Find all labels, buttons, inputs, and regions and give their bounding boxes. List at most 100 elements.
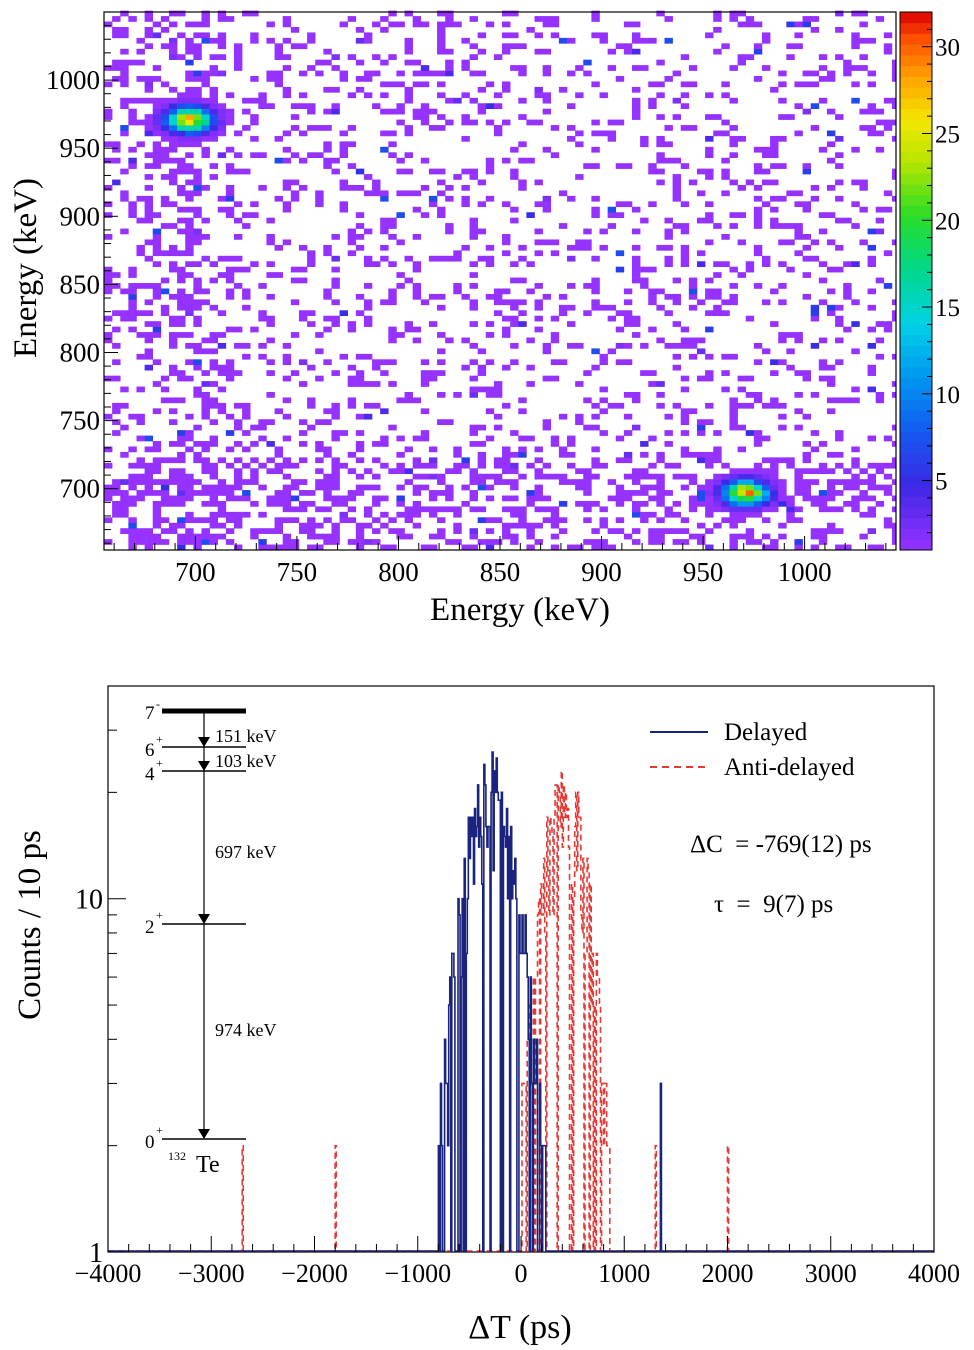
heatmap-cell bbox=[583, 506, 592, 513]
heatmap-cell bbox=[843, 397, 852, 404]
heatmap-cell bbox=[323, 86, 332, 93]
heatmap-cell bbox=[160, 288, 170, 295]
heatmap-cell bbox=[185, 125, 194, 131]
heatmap-cell bbox=[599, 397, 608, 404]
heatmap-cell bbox=[209, 490, 219, 496]
heatmap-cell bbox=[250, 152, 259, 159]
heatmap-cell bbox=[794, 392, 803, 398]
heatmap-cell bbox=[225, 195, 235, 202]
heatmap-cell bbox=[112, 157, 121, 164]
heatmap-cell bbox=[729, 179, 738, 186]
heatmap-cell bbox=[778, 283, 787, 289]
heatmap-cell bbox=[883, 517, 893, 524]
heatmap-cell bbox=[404, 255, 413, 262]
heatmap-cell bbox=[225, 446, 235, 453]
heatmap-cell bbox=[485, 332, 495, 338]
heatmap-cell bbox=[607, 348, 617, 355]
heatmap-cell bbox=[810, 103, 820, 110]
heatmap-cell bbox=[729, 152, 738, 159]
heatmap-cell bbox=[891, 299, 897, 306]
heatmap-cell bbox=[242, 353, 251, 360]
heatmap-cell bbox=[493, 299, 503, 306]
heatmap-cell bbox=[737, 424, 747, 431]
heatmap-cell bbox=[753, 184, 763, 191]
heatmap-cell bbox=[599, 244, 608, 251]
heatmap-cell bbox=[469, 223, 478, 229]
colorbar-band bbox=[900, 388, 932, 400]
heatmap-cell bbox=[485, 255, 495, 262]
heatmap-cell bbox=[315, 446, 324, 453]
heatmap-cell bbox=[664, 490, 673, 496]
heatmap-cell bbox=[802, 70, 811, 77]
heatmap-cell bbox=[144, 206, 154, 213]
heatmap-cell bbox=[591, 119, 600, 126]
heatmap-cell bbox=[120, 168, 129, 175]
heatmap-cell bbox=[282, 201, 292, 208]
heatmap-cell bbox=[672, 190, 682, 197]
heatmap-cell bbox=[591, 299, 600, 306]
heatmap-cell bbox=[282, 92, 292, 99]
heatmap-cell bbox=[705, 152, 714, 159]
colorbar-band bbox=[900, 431, 932, 443]
heatmap-cell bbox=[583, 539, 592, 545]
heatmap-cell bbox=[656, 495, 665, 502]
heatmap-cell bbox=[209, 304, 219, 311]
heatmap-cell bbox=[185, 163, 194, 169]
heatmap-cell bbox=[274, 76, 283, 82]
heatmap-cell bbox=[502, 10, 511, 17]
heatmap-cell bbox=[331, 54, 340, 60]
nucleus-symbol: Te bbox=[196, 1152, 220, 1178]
colorbar-band bbox=[900, 55, 932, 67]
heatmap-cell bbox=[177, 119, 186, 126]
heatmap-cell bbox=[420, 108, 430, 115]
heatmap-cell bbox=[120, 479, 129, 485]
heatmap-cell bbox=[615, 457, 625, 464]
time-x-tick-label: −4000 bbox=[75, 1259, 142, 1288]
heatmap-cell bbox=[826, 522, 836, 529]
heatmap-cell bbox=[721, 261, 730, 267]
heatmap-cell bbox=[461, 364, 470, 371]
heatmap-cell bbox=[883, 522, 893, 529]
heatmap-cell bbox=[128, 500, 137, 507]
heatmap-cell bbox=[477, 473, 487, 480]
heatmap-cell bbox=[786, 517, 795, 524]
colorbar-band bbox=[900, 44, 932, 56]
heatmap-cell bbox=[534, 522, 543, 529]
heatmap-cell bbox=[412, 190, 422, 197]
heatmap-cell bbox=[185, 234, 194, 240]
heatmap-cell bbox=[672, 293, 682, 300]
heatmap-cell bbox=[120, 386, 129, 393]
heatmap-cell bbox=[859, 65, 868, 71]
heatmap-cell bbox=[136, 479, 145, 485]
heatmap-cell bbox=[388, 517, 397, 524]
heatmap-cell bbox=[225, 168, 235, 175]
heatmap-cell bbox=[404, 152, 413, 159]
heatmap-cell bbox=[794, 473, 803, 480]
heatmap-cell bbox=[388, 299, 397, 306]
heatmap-cell bbox=[558, 500, 568, 507]
heatmap-cell bbox=[225, 413, 235, 420]
heatmap-cell bbox=[193, 544, 202, 551]
heatmap-cell bbox=[437, 21, 446, 28]
colorbar-band bbox=[900, 259, 932, 271]
heatmap-cell bbox=[168, 168, 178, 175]
heatmap-cell bbox=[705, 451, 714, 458]
arrowhead-697 bbox=[198, 914, 210, 924]
heatmap-cell bbox=[120, 81, 129, 88]
heatmap-cell bbox=[331, 321, 340, 327]
heatmap-cell bbox=[632, 321, 641, 327]
heatmap-cell bbox=[428, 293, 438, 300]
heatmap-cell bbox=[363, 255, 373, 262]
heatmap-cell bbox=[201, 441, 210, 447]
heatmap-cell bbox=[623, 413, 633, 420]
heatmap-cell bbox=[168, 441, 178, 447]
heatmap-cell bbox=[648, 299, 657, 306]
heatmap-cell bbox=[177, 490, 186, 496]
heatmap-cell bbox=[867, 484, 876, 491]
heatmap-cell bbox=[298, 381, 308, 387]
heatmap-cell bbox=[152, 326, 162, 333]
heatmap-cell bbox=[104, 108, 113, 115]
heatmap-cell bbox=[891, 174, 897, 180]
heatmap-cell bbox=[883, 435, 893, 442]
time-panel: −4000 −3000 −2000 −1000 0 1000 2000 3000 4000 11… bbox=[12, 685, 960, 1346]
